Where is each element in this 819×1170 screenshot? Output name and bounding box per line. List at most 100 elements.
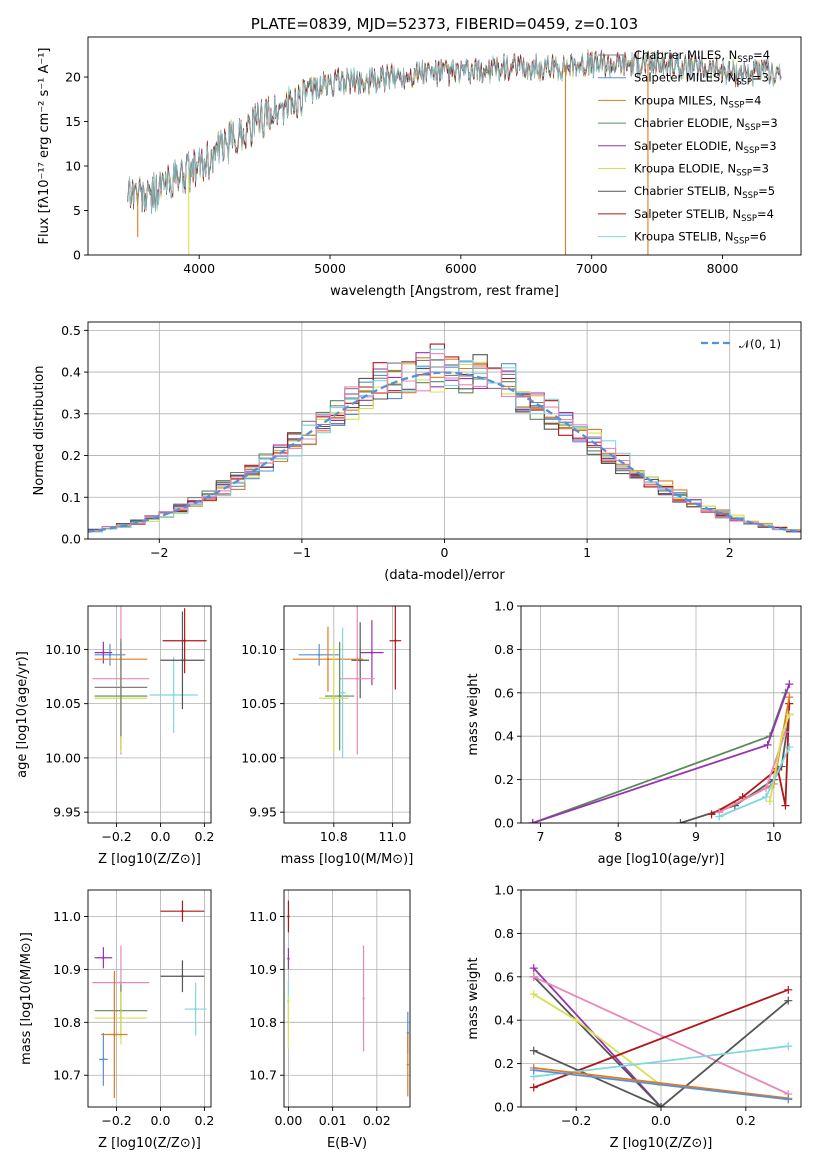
data-point: [338, 694, 341, 698]
data-point: [287, 957, 290, 961]
x-axis-label: wavelength [Angstrom, rest frame]: [330, 284, 559, 299]
axes-frame: [87, 605, 212, 824]
y-axis-label: mass [log10(M/M⊙)]: [19, 932, 34, 1065]
y-tick-label: 11.0: [53, 909, 81, 924]
x-tick-label: 0.02: [363, 1113, 391, 1128]
axes-frame: [87, 889, 212, 1108]
legend-entry: Kroupa MILES, NSSP=4: [634, 93, 761, 110]
x-tick-label: 0.2: [194, 829, 214, 844]
series-marker: [529, 1046, 538, 1055]
series-marker: [777, 732, 786, 741]
legend-entry: Kroupa ELODIE, NSSP=3: [634, 162, 769, 179]
y-tick-label: 10.10: [241, 642, 277, 657]
series-marker: [785, 680, 794, 689]
y-axis-label: Normed distribution: [32, 366, 47, 496]
y-tick-label: 0.1: [61, 490, 81, 505]
y-tick-label: 0.2: [61, 448, 81, 463]
x-tick-label: 0.00: [274, 1113, 302, 1128]
plot-ebv_vs_mass: 0.00 0.01 0.02 10.7 10.8 10.9 11.0 E(B-V): [249, 889, 411, 1151]
series-marker: [528, 819, 537, 823]
plot-area: [126, 49, 782, 255]
series-marker: [529, 972, 538, 981]
plot-residual_hist: −2 −1 0 1 2 0.0 0.1 0.2 0.3 0.4 0.5 (data-model)/er…: [32, 321, 802, 583]
series-marker: [784, 1042, 793, 1051]
series-line: [533, 1067, 789, 1100]
legend-entry: Chabrier STELIB, NSSP=5: [634, 184, 775, 201]
data-point: [102, 1058, 105, 1061]
axes-frame: [520, 605, 802, 824]
y-tick-label: 0.6: [494, 685, 514, 700]
axes-frame: [87, 36, 802, 256]
x-tick-label: 0.0: [651, 1113, 671, 1128]
normal-curve: [88, 371, 799, 533]
x-tick-label: 10.8: [320, 829, 348, 844]
y-tick-label: 10.7: [249, 1068, 277, 1083]
data-point: [332, 697, 336, 700]
x-tick-label: 0.0: [151, 1113, 171, 1128]
y-tick-label: 10.05: [45, 696, 81, 711]
x-tick-label: 0.01: [319, 1113, 347, 1128]
series-marker: [784, 1095, 793, 1104]
y-tick-label: 15: [65, 114, 81, 129]
data-point: [326, 657, 330, 661]
x-axis-label: E(B-V): [327, 1136, 367, 1151]
y-tick-label: 0.0: [494, 816, 514, 831]
data-point: [370, 651, 374, 654]
y-axis-label: age [log10(age/yr)]: [15, 651, 30, 778]
data-point: [119, 686, 123, 689]
plot-z_vs_mass: −0.2 0.0 0.2 10.7 10.8 10.9 11.0 Z [log10(Z/Z⊙)…: [19, 889, 214, 1151]
y-tick-label: 10.7: [53, 1068, 81, 1083]
plot-area: [92, 606, 207, 755]
series-marker: [715, 812, 724, 821]
y-tick-label: 10.9: [53, 962, 81, 977]
y-tick-label: 0.5: [61, 323, 81, 338]
x-axis-label: age [log10(age/yr)]: [598, 852, 725, 867]
plot-mass_vs_age: 10.8 11.0 9.95 10.00 10.05 10.10 mass [log10(M…: [241, 605, 413, 867]
y-tick-label: 10.00: [45, 750, 81, 765]
series-line: [533, 1069, 789, 1101]
y-tick-label: 0.4: [61, 365, 81, 380]
series-marker: [676, 819, 685, 823]
y-tick-label: 10.05: [241, 696, 277, 711]
series-line: [532, 692, 787, 823]
legend-entry: 𝒩(0, 1): [739, 337, 781, 351]
y-tick-label: 9.95: [249, 805, 277, 820]
data-point: [317, 653, 321, 657]
x-tick-label: 2: [726, 545, 734, 560]
x-tick-label: 1: [583, 545, 591, 560]
data-point: [183, 639, 186, 642]
axes-frame: [283, 605, 411, 824]
x-tick-label: 0.0: [151, 829, 171, 844]
y-tick-label: 1.0: [494, 599, 514, 614]
y-tick-label: 1.0: [494, 883, 514, 898]
series-marker: [785, 743, 794, 752]
data-point: [181, 975, 184, 978]
y-tick-label: 0.0: [494, 1100, 514, 1115]
x-tick-label: 10: [766, 829, 782, 844]
data-point: [356, 677, 359, 680]
series-line: [533, 1000, 789, 1107]
x-tick-label: −0.2: [561, 1113, 591, 1128]
y-axis-label: Flux [fλ10⁻¹⁷ erg cm⁻² s⁻¹ A⁻¹]: [37, 48, 52, 245]
data-point: [102, 651, 105, 654]
series-marker: [529, 1083, 538, 1092]
legend-entry: Chabrier MILES, NSSP=4: [634, 48, 770, 65]
x-tick-label: 5000: [314, 261, 346, 276]
data-point: [181, 659, 184, 662]
series-marker: [785, 693, 794, 702]
x-tick-label: 11.0: [378, 829, 406, 844]
axes-frame: [283, 889, 411, 1108]
y-tick-label: 10.9: [249, 962, 277, 977]
x-tick-label: −2: [150, 545, 168, 560]
x-tick-label: −0.2: [101, 1113, 131, 1128]
data-point: [119, 981, 123, 984]
y-tick-label: 0.2: [494, 1056, 514, 1071]
y-tick-label: 0.6: [494, 969, 514, 984]
x-tick-label: 0.2: [194, 1113, 214, 1128]
data-point: [108, 653, 112, 657]
y-tick-label: 10.8: [53, 1015, 81, 1030]
series-marker: [762, 784, 770, 793]
series-marker: [657, 1103, 665, 1107]
y-tick-label: 0.0: [61, 532, 81, 547]
